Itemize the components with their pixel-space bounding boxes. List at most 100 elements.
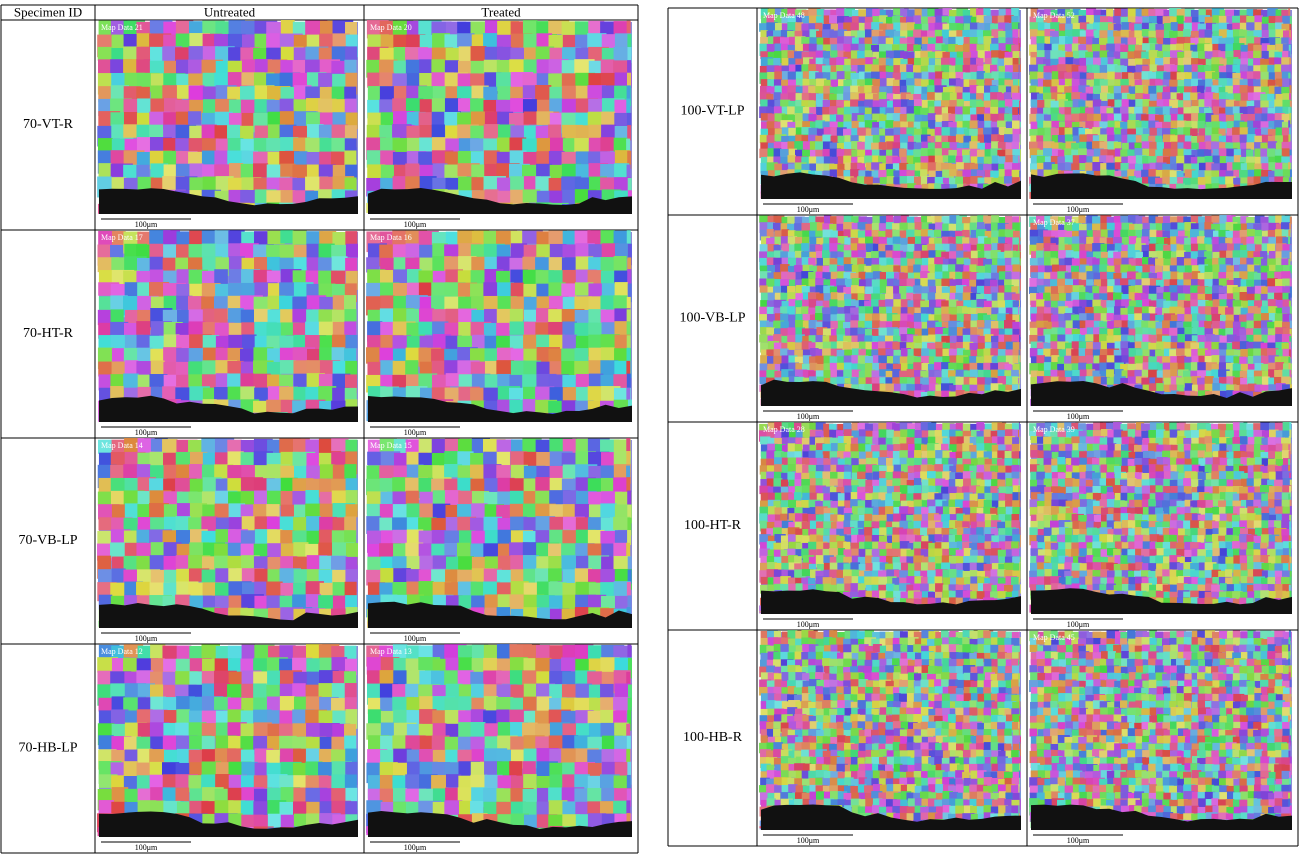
grain <box>548 568 562 581</box>
grain <box>880 78 887 87</box>
grain <box>549 98 563 111</box>
grain <box>267 671 280 685</box>
grain <box>865 286 873 294</box>
grain <box>320 464 335 478</box>
grain <box>760 135 768 143</box>
grain <box>614 138 628 152</box>
grain <box>1004 162 1012 169</box>
grain <box>136 59 150 75</box>
grain <box>837 71 845 80</box>
grain <box>305 322 321 337</box>
grain <box>345 46 357 60</box>
grain <box>1290 155 1292 162</box>
grain <box>1148 9 1156 16</box>
grain <box>535 658 551 672</box>
grain <box>774 92 781 100</box>
grain <box>1029 86 1037 93</box>
grain <box>879 92 887 99</box>
micrograph <box>97 438 358 628</box>
grain <box>1142 29 1149 36</box>
grain <box>858 250 866 257</box>
grain <box>1176 44 1183 51</box>
scale-label: 100μm <box>135 220 158 229</box>
grain <box>510 504 525 517</box>
grain <box>267 710 280 723</box>
figure: Specimen IDUntreatedTreated70-VT-RMap Da… <box>0 0 1299 854</box>
micrograph <box>366 230 632 422</box>
grain <box>627 125 631 140</box>
grain <box>1232 135 1240 142</box>
grain <box>1004 176 1012 184</box>
grain <box>227 125 240 140</box>
grain <box>1018 73 1019 80</box>
map-label: Map Data 48 <box>763 11 805 20</box>
grain <box>1253 51 1261 59</box>
micrograph <box>97 20 358 214</box>
grain <box>759 149 768 158</box>
grain <box>367 113 381 126</box>
scale-label: 100μm <box>404 634 427 643</box>
grain <box>162 645 178 659</box>
grain <box>760 285 768 292</box>
grain <box>407 762 421 775</box>
grain <box>829 15 838 23</box>
grain <box>266 48 283 61</box>
grain <box>523 697 536 711</box>
grain <box>1253 121 1261 129</box>
grain <box>163 244 176 258</box>
specimen-id: 100-VB-LP <box>679 311 745 326</box>
grain <box>1141 170 1149 177</box>
grain <box>808 128 818 136</box>
grain <box>1092 44 1100 51</box>
map-label: Map Data 14 <box>101 441 143 450</box>
grain <box>913 285 922 292</box>
grain <box>124 518 138 531</box>
grain <box>906 64 913 72</box>
grain <box>914 99 922 107</box>
map-label: Map Data 20 <box>370 23 412 32</box>
grain <box>935 244 944 251</box>
grain <box>432 530 446 546</box>
grain <box>1044 66 1053 73</box>
grain <box>1043 148 1052 157</box>
grain <box>470 801 483 814</box>
grain <box>1288 8 1290 16</box>
micrograph <box>366 644 632 837</box>
grain <box>419 646 435 659</box>
grain <box>1051 101 1060 109</box>
grain <box>379 125 393 138</box>
map-label: Map Data 12 <box>101 647 143 656</box>
grain <box>936 36 943 43</box>
column-header: Specimen ID <box>14 4 82 19</box>
grain <box>1120 107 1128 114</box>
grain <box>1020 230 1021 238</box>
grain <box>949 169 957 176</box>
grain <box>227 748 243 763</box>
grain <box>767 229 774 237</box>
grain <box>1078 100 1086 107</box>
grain <box>346 478 358 492</box>
specimen-id: 100-VT-LP <box>680 104 744 119</box>
grain <box>98 47 113 61</box>
grain <box>136 321 150 335</box>
grain <box>99 698 113 712</box>
grain <box>913 264 921 273</box>
grain <box>344 60 356 73</box>
column-header: Untreated <box>204 4 256 19</box>
grain <box>628 698 632 711</box>
map-label: Map Data 21 <box>101 23 143 32</box>
map-label: Map Data 16 <box>370 233 412 242</box>
grain <box>626 477 630 492</box>
grain <box>280 99 294 113</box>
column-header: Treated <box>481 4 521 19</box>
map-label: Map Data 15 <box>370 441 412 450</box>
grain <box>562 684 577 697</box>
grain <box>1155 58 1164 65</box>
scale-label: 100μm <box>135 428 158 437</box>
grain <box>928 162 937 171</box>
specimen-id: 70-HB-LP <box>18 741 77 756</box>
grain <box>1141 52 1149 60</box>
grain <box>907 114 915 123</box>
grain <box>948 155 955 162</box>
grain <box>510 491 524 505</box>
